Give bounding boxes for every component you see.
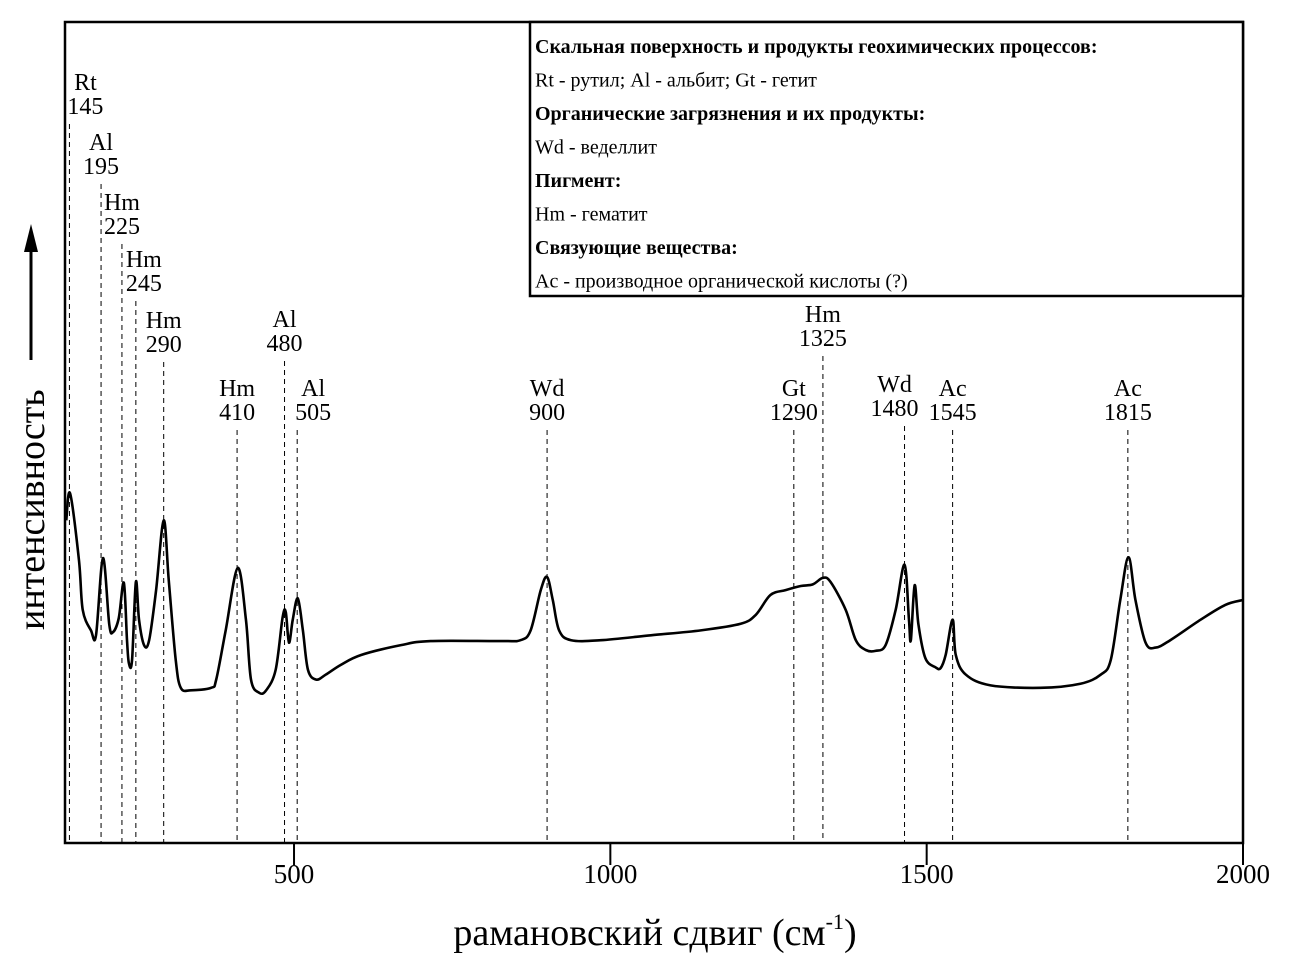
- legend-heading: Пигмент:: [535, 170, 621, 192]
- peak-label: Hm: [219, 376, 255, 402]
- peak-value: 195: [83, 154, 119, 180]
- x-axis: 500 1000 1500 2000: [274, 843, 1270, 889]
- spectrum-line: [64, 491, 1244, 696]
- y-axis-title: интенсивность: [11, 224, 53, 630]
- arrow-up-icon: [24, 224, 38, 252]
- peak-label: Gt: [782, 376, 806, 402]
- peak-value: 245: [126, 271, 162, 297]
- peak-value: 1290: [770, 400, 818, 426]
- peak-label: Hm: [104, 190, 140, 216]
- x-tick-label: 2000: [1216, 859, 1270, 889]
- legend-entry: Hm - гематит: [535, 204, 648, 226]
- peak-label: Ac: [939, 376, 967, 402]
- peak-label: Al: [89, 130, 113, 156]
- legend-frame: [528, 20, 1245, 298]
- peak-value: 1545: [929, 400, 977, 426]
- legend-heading: Органические загрязнения и их продукты:: [535, 103, 925, 125]
- peak-value: 410: [219, 400, 255, 426]
- y-axis-label: интенсивность: [11, 389, 53, 630]
- legend-heading: Связующие вещества:: [535, 237, 738, 259]
- peak-label: Al: [301, 376, 325, 402]
- peak-label: Wd: [530, 376, 565, 402]
- peak-value: 225: [104, 214, 140, 240]
- legend-entry: Rt - рутил; Al - альбит; Gt - гетит: [535, 70, 817, 92]
- x-tick-label: 500: [274, 859, 315, 889]
- peak-value: 1815: [1104, 400, 1152, 426]
- peak-label: Al: [273, 307, 297, 333]
- legend-heading: Скальная поверхность и продукты геохимич…: [535, 36, 1097, 58]
- legend-box: Скальная поверхность и продукты геохимич…: [528, 20, 1245, 298]
- x-tick-label: 1000: [583, 859, 637, 889]
- peak-value: 900: [529, 400, 565, 426]
- peak-label: Hm: [805, 302, 841, 328]
- peak-label: Hm: [126, 247, 162, 273]
- peak-value: 1480: [871, 396, 919, 422]
- peak-value: 505: [295, 400, 331, 426]
- peak-value: 480: [267, 331, 303, 357]
- peak-label: Wd: [877, 372, 912, 398]
- peak-annotations: Rt145Al195Hm225Hm245Hm290Hm410Al480Al505…: [67, 70, 1152, 843]
- x-tick-label: 1500: [900, 859, 954, 889]
- peak-label: Ac: [1114, 376, 1142, 402]
- x-axis-title: рамановский сдвиг (см-1): [453, 909, 856, 954]
- peak-value: 1325: [799, 326, 847, 352]
- legend-entry: Wd - веделлит: [535, 137, 657, 159]
- peak-value: 290: [146, 332, 182, 358]
- peak-value: 145: [67, 94, 103, 120]
- peak-label: Hm: [146, 308, 182, 334]
- peak-label: Rt: [74, 70, 97, 96]
- legend-entry: Ac - производное органической кислоты (?…: [535, 271, 908, 293]
